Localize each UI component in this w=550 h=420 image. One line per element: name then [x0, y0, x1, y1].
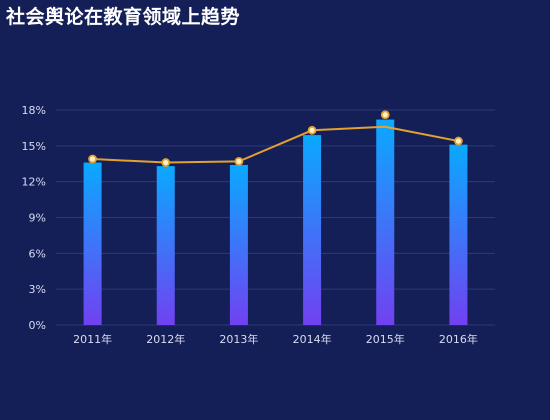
trend-line [92, 125, 459, 164]
chart-title: 社会舆论在教育领域上趋势 [6, 6, 241, 28]
x-tick-label: 2015年 [366, 332, 405, 346]
y-tick-label: 9% [29, 212, 46, 225]
y-tick-label: 3% [29, 283, 46, 296]
bar-2012年 [156, 166, 175, 325]
x-tick-label: 2014年 [293, 332, 332, 346]
bar-2013年 [229, 164, 248, 325]
grid-lines [56, 109, 495, 326]
point-markers [88, 110, 463, 167]
bar-2015年 [376, 119, 395, 325]
y-axis-tick-labels: 0% 3% 6% 9% 12% 15% 18% [22, 104, 46, 332]
point-marker-2013年 [234, 156, 244, 166]
y-tick-label: 12% [22, 176, 46, 189]
point-marker-2014年 [307, 125, 317, 135]
y-tick-label: 0% [29, 319, 46, 332]
point-marker-2011年 [88, 154, 97, 164]
x-axis-tick-labels: 2011年 2012年 2013年 2014年 2015年 2016年 [73, 332, 478, 346]
point-marker-2016年 [454, 136, 463, 146]
y-tick-label: 6% [29, 247, 46, 260]
x-tick-label: 2011年 [73, 332, 112, 346]
bar-2016年 [449, 144, 468, 325]
y-tick-label: 18% [22, 104, 46, 117]
line-series [92, 125, 459, 164]
bar-2014年 [303, 135, 322, 325]
x-tick-label: 2013年 [219, 332, 258, 346]
point-marker-2012年 [161, 158, 171, 167]
bar-2011年 [83, 162, 102, 325]
bar-series [83, 119, 468, 325]
point-marker-2015年 [380, 110, 390, 120]
y-tick-label: 15% [22, 140, 46, 153]
x-tick-label: 2012年 [146, 332, 185, 346]
x-tick-label: 2016年 [439, 332, 478, 346]
